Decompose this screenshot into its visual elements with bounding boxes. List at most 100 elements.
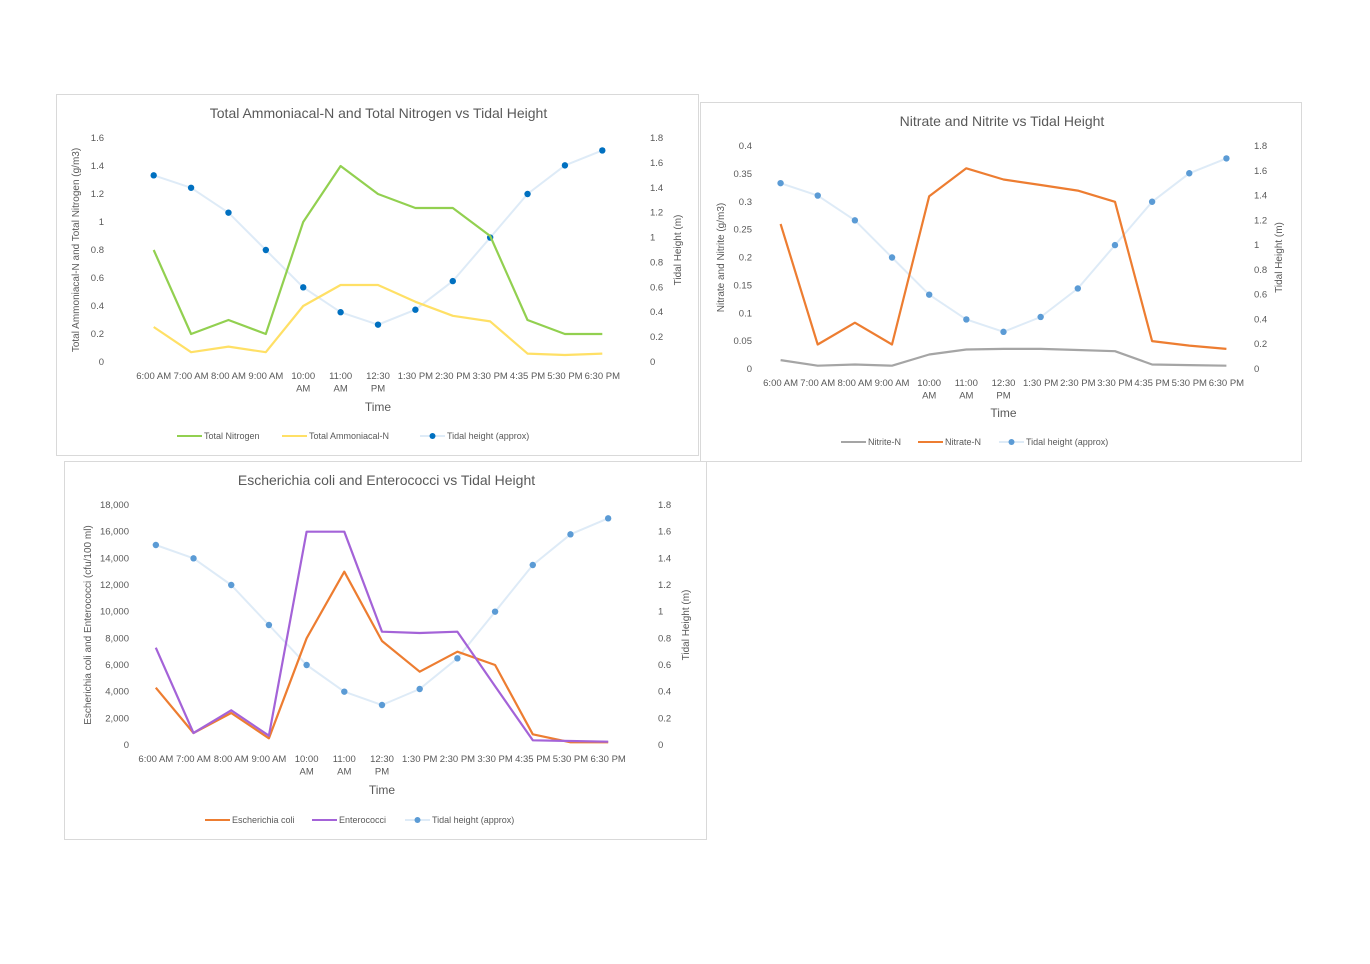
x-tick-label: 12:30 PM	[992, 378, 1016, 402]
x-tick-label: 10:00 AM	[295, 754, 319, 778]
y-tick-label: 0.4	[739, 141, 752, 152]
x-tick-label: 7:00 AM	[800, 378, 835, 389]
y2-tick-label: 0.2	[1254, 339, 1267, 350]
x-tick-label: 10:00 AM	[917, 378, 941, 402]
y2-tick-label: 1.2	[658, 580, 671, 591]
data-point	[777, 179, 784, 187]
x-tick-label: 1:30 PM	[398, 371, 433, 382]
data-point	[262, 246, 270, 254]
y-tick-label: 0.8	[91, 245, 104, 256]
data-point	[851, 217, 859, 224]
y2-tick-label: 1.8	[658, 500, 671, 511]
y-tick-label: 6,000	[105, 660, 129, 671]
y-tick-label: 0.15	[734, 280, 753, 291]
data-point	[300, 284, 307, 291]
x-tick-label: 4:35 PM	[515, 754, 550, 765]
legend-marker	[414, 817, 421, 823]
series-line	[780, 347, 1227, 367]
series-line	[155, 517, 609, 706]
data-point	[150, 172, 157, 179]
y2-tick-label: 1.8	[1254, 141, 1267, 152]
x-tick-label: 12:30 PM	[370, 754, 394, 778]
chart-title: Escherichia coli and Enterococci vs Tida…	[238, 472, 535, 488]
y-tick-label: 0.25	[734, 225, 753, 236]
y-tick-label: 1.2	[91, 189, 104, 200]
data-point	[374, 321, 382, 328]
chart-nitrogen-svg: Total Ammoniacal-N and Total Nitrogen vs…	[71, 105, 684, 441]
y2-tick-label: 1.6	[650, 158, 663, 169]
y2-tick-label: 0	[1254, 364, 1259, 375]
legend-marker	[429, 433, 436, 439]
x-tick-label: 10:00 AM	[291, 371, 315, 395]
x-tick-label: 5:30 PM	[1172, 378, 1207, 389]
data-point	[604, 515, 612, 522]
series-line	[779, 167, 1227, 350]
y-axis-title: Total Ammoniacal-N and Total Nitrogen (g…	[71, 148, 82, 352]
x-tick-label: 4:35 PM	[1134, 378, 1169, 389]
x-tick-label: 1:30 PM	[1023, 378, 1058, 389]
y-tick-label: 12,000	[100, 580, 129, 591]
y2-tick-label: 1.2	[650, 208, 663, 219]
x-tick-label: 5:30 PM	[553, 754, 588, 765]
y2-tick-label: 1.6	[1254, 166, 1267, 177]
y2-tick-label: 0.2	[650, 332, 663, 343]
series-line	[780, 157, 1227, 333]
data-point	[187, 184, 195, 191]
y-axis-title: Nitrate and Nitrite (g/m3)	[716, 203, 727, 312]
data-point	[449, 277, 456, 285]
y-tick-label: 1.4	[91, 161, 104, 172]
y-tick-label: 0.3	[739, 197, 752, 208]
series-line	[154, 530, 609, 743]
data-point	[567, 531, 574, 538]
data-point	[412, 306, 419, 313]
data-point	[561, 162, 569, 169]
series-line	[153, 149, 603, 326]
x-tick-label: 6:00 AM	[763, 378, 798, 389]
x-tick-label: 9:00 AM	[248, 371, 283, 382]
x-tick-label: 6:30 PM	[1209, 378, 1244, 389]
y-tick-label: 0.1	[739, 308, 752, 319]
data-point	[1037, 313, 1044, 321]
x-tick-label: 2:30 PM	[435, 371, 470, 382]
data-point	[303, 661, 310, 669]
y2-tick-label: 0.6	[650, 282, 663, 293]
x-axis-title: Time	[369, 783, 396, 797]
data-point	[337, 309, 344, 316]
y2-tick-label: 0.4	[1254, 314, 1267, 325]
data-point	[491, 608, 499, 615]
data-point	[963, 316, 970, 323]
series-line	[153, 283, 603, 357]
y2-tick-label: 1.2	[1254, 215, 1267, 226]
chart-panel-nitrogen: Total Ammoniacal-N and Total Nitrogen vs…	[56, 94, 699, 456]
y-tick-label: 0	[99, 357, 104, 368]
legend-label: Tidal height (approx)	[432, 815, 514, 825]
data-point	[529, 561, 536, 569]
x-tick-label: 9:00 AM	[251, 754, 286, 765]
y-tick-label: 16,000	[100, 527, 129, 538]
data-point	[225, 209, 232, 216]
legend-label: Nitrite-N	[868, 437, 901, 447]
y2-tick-label: 0.6	[1254, 290, 1267, 301]
y-tick-label: 0.4	[91, 301, 104, 312]
chart-panel-nitrate-nitrite: Nitrate and Nitrite vs Tidal Height 0 0.05…	[700, 102, 1302, 462]
x-tick-label: 11:00 AM	[333, 754, 356, 778]
data-point	[265, 621, 273, 629]
data-point	[524, 190, 531, 198]
y-tick-label: 0.2	[91, 329, 104, 340]
x-tick-label: 4:35 PM	[510, 371, 545, 382]
y-tick-label: 10,000	[100, 607, 129, 618]
y-tick-label: 14,000	[100, 553, 129, 564]
y2-tick-label: 0.2	[658, 713, 671, 724]
data-point	[454, 655, 461, 662]
y2-tick-label: 0	[650, 357, 655, 368]
x-tick-label: 11:00 AM	[329, 371, 352, 395]
x-tick-label: 7:00 AM	[174, 371, 209, 382]
x-tick-label: 6:00 AM	[138, 754, 173, 765]
y-tick-label: 2,000	[105, 713, 129, 724]
legend-label: Total Nitrogen	[204, 431, 260, 441]
y2-tick-label: 1.8	[650, 133, 663, 144]
x-tick-label: 11:00 AM	[955, 378, 978, 402]
y2-tick-label: 0.4	[650, 307, 663, 318]
y-tick-label: 0.35	[734, 169, 753, 180]
y2-tick-label: 1.4	[650, 183, 663, 194]
